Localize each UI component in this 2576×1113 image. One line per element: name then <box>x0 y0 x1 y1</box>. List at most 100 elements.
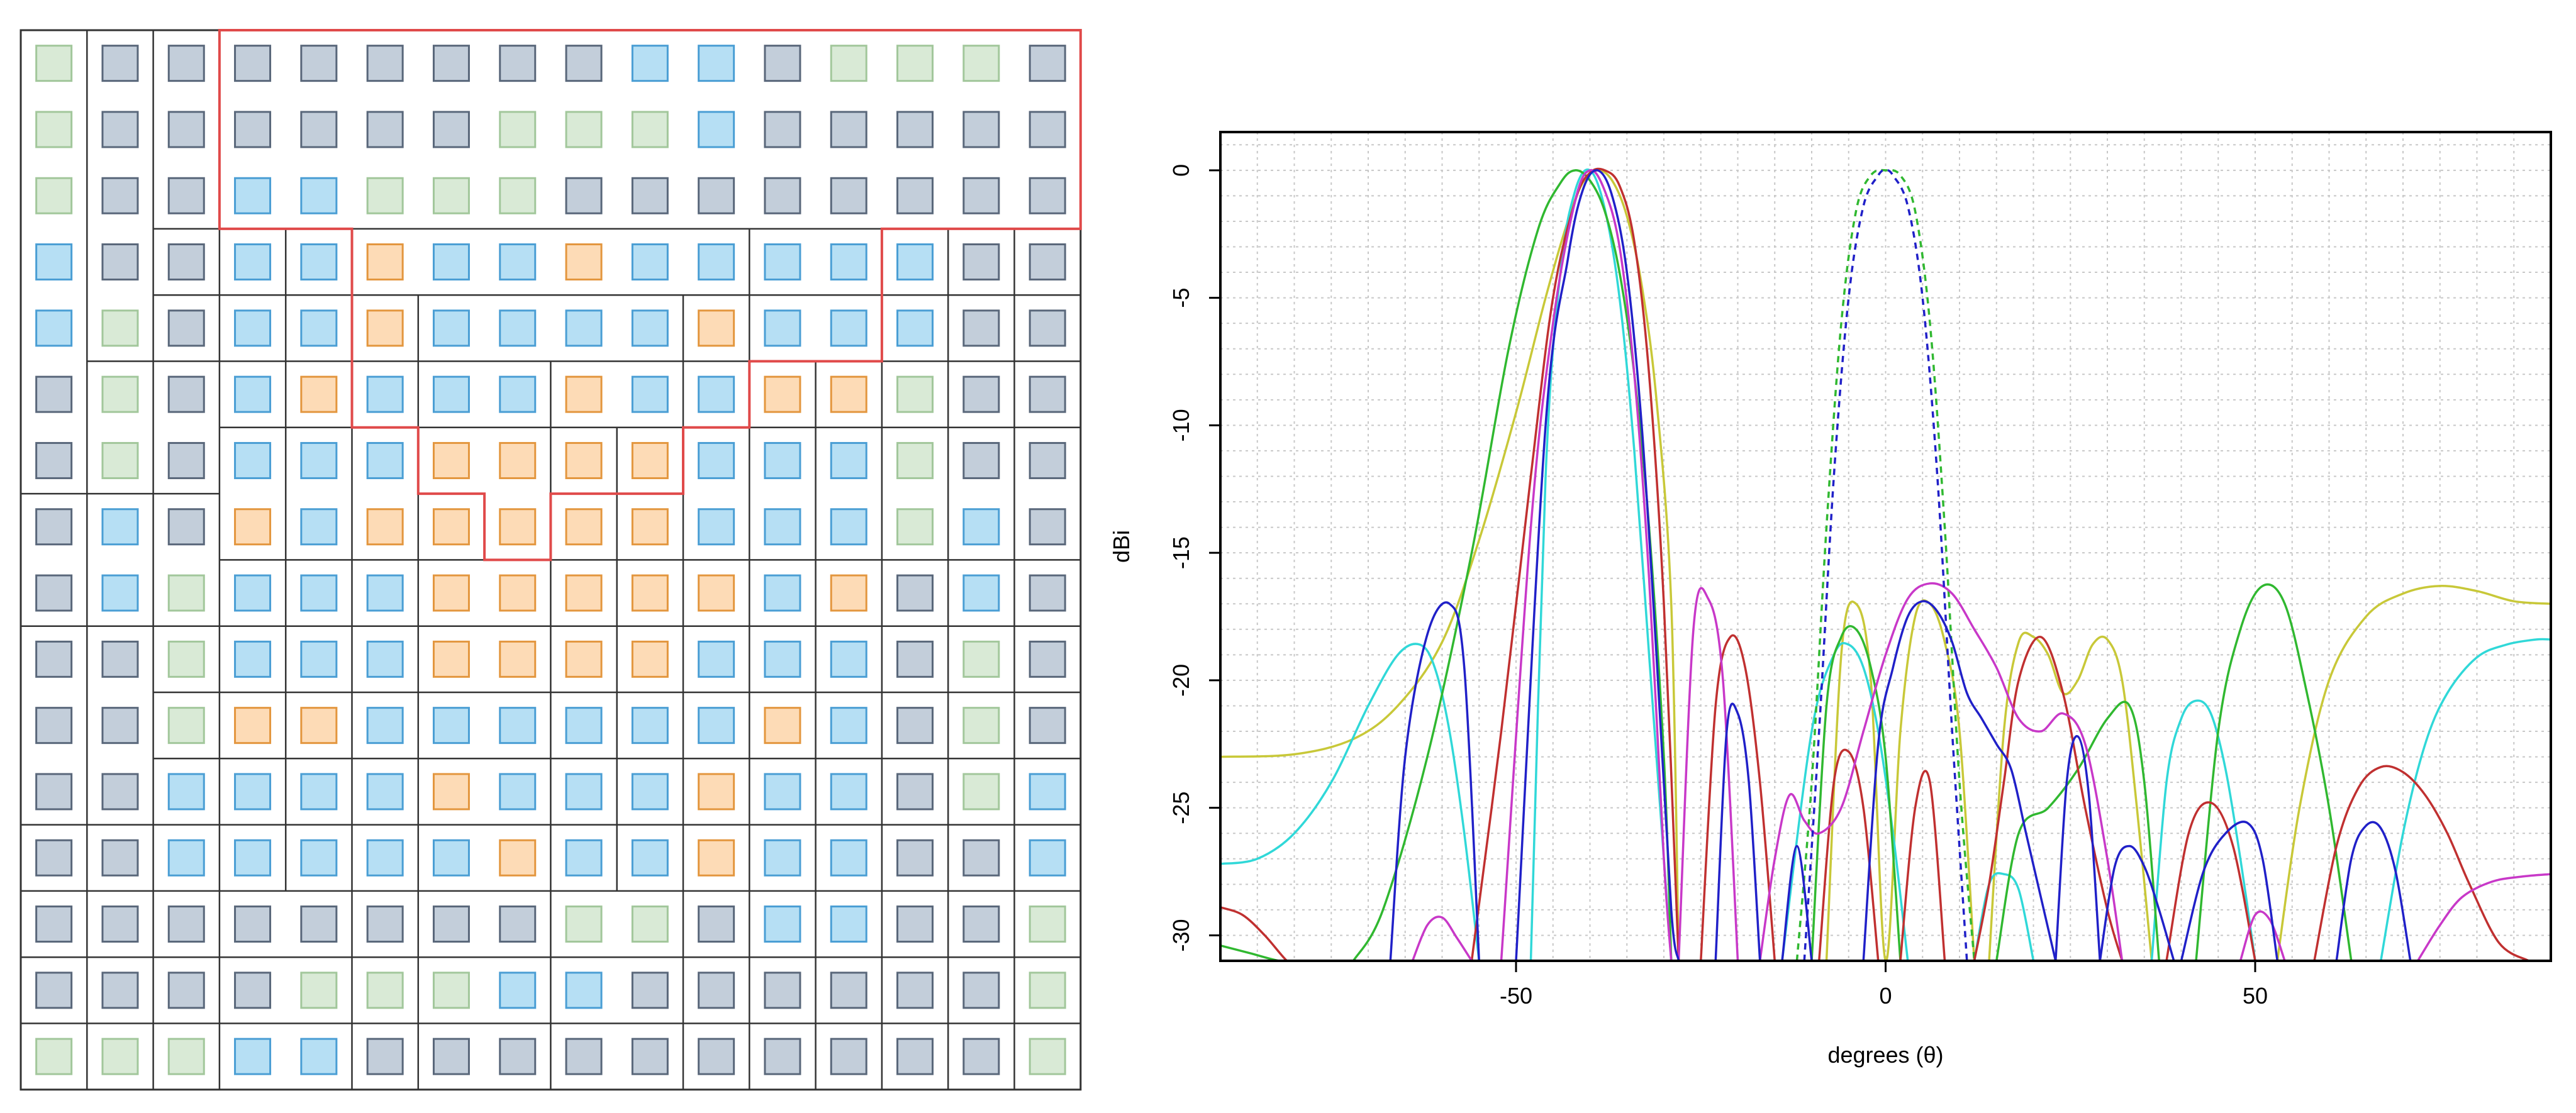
array-element-gray <box>962 972 1000 1009</box>
array-element-gray <box>962 375 1000 413</box>
array-element-gray <box>631 972 669 1009</box>
array-element-gray <box>962 1038 1000 1075</box>
array-element-orange <box>565 243 603 281</box>
y-tick-label: -25 <box>1168 792 1194 824</box>
array-element-green <box>101 1038 139 1075</box>
array-element-orange <box>764 707 801 745</box>
array-element-orange <box>565 441 603 479</box>
series-line-19 <box>1818 748 1880 961</box>
array-element-gray <box>35 707 73 745</box>
array-element-green <box>1029 1038 1066 1075</box>
array-element-orange <box>499 574 537 612</box>
series-line-12 <box>1810 625 1902 961</box>
array-element-blue <box>499 243 537 281</box>
array-element-blue <box>366 640 404 678</box>
array-element-orange <box>698 574 735 612</box>
series-line-36 <box>2099 844 2175 961</box>
array-element-gray <box>698 905 735 943</box>
highlight-outline <box>218 29 1082 562</box>
array-element-orange <box>830 574 867 612</box>
array-element-blue <box>830 309 867 347</box>
array-element-blue <box>631 839 669 877</box>
array-element-green <box>167 1038 205 1075</box>
array-element-blue <box>830 773 867 811</box>
array-element-blue <box>565 309 603 347</box>
array-element-gray <box>896 773 934 811</box>
array-element-blue <box>1029 839 1066 877</box>
series-line-1 <box>1825 599 1976 961</box>
series-line-37 <box>2180 821 2278 961</box>
array-element-green <box>499 177 537 214</box>
y-tick-label: 0 <box>1168 164 1194 177</box>
series-line-31 <box>1515 169 1680 961</box>
array-element-blue <box>698 45 735 82</box>
array-element-gray <box>101 177 139 214</box>
array-element-blue <box>300 309 338 347</box>
array-element-green <box>631 111 669 148</box>
array-element-orange <box>698 773 735 811</box>
array-element-gray <box>962 177 1000 214</box>
array-element-gray <box>698 1038 735 1075</box>
array-element-gray <box>1029 111 1066 148</box>
array-element-gray <box>764 1038 801 1075</box>
series-line-39 <box>1803 169 1968 961</box>
array-element-gray <box>300 45 338 82</box>
array-element-gray <box>896 640 934 678</box>
array-element-green <box>35 111 73 148</box>
array-element-green <box>35 177 73 214</box>
array-element-gray <box>565 45 603 82</box>
array-element-orange <box>499 839 537 877</box>
chart-series-group <box>1220 167 2551 961</box>
array-element-gray <box>565 1038 603 1075</box>
y-tick-label: -20 <box>1168 664 1194 697</box>
array-element-orange <box>432 508 470 546</box>
array-element-blue <box>300 508 338 546</box>
array-element-blue <box>300 441 338 479</box>
array-element-gray <box>35 839 73 877</box>
array-element-gray <box>896 839 934 877</box>
series-line-4 <box>1220 643 1480 961</box>
array-element-gray <box>101 707 139 745</box>
array-element-orange <box>432 640 470 678</box>
array-element-gray <box>35 574 73 612</box>
chart-grid <box>1220 132 2551 961</box>
series-line-38 <box>2335 821 2412 961</box>
array-element-blue <box>234 1038 272 1075</box>
array-element-blue <box>300 243 338 281</box>
series-line-10 <box>1220 944 1302 961</box>
array-element-gray <box>432 1038 470 1075</box>
array-element-blue <box>698 243 735 281</box>
array-element-blue <box>499 309 537 347</box>
array-element-green <box>962 45 1000 82</box>
array-element-blue <box>896 309 934 347</box>
array-element-blue <box>631 375 669 413</box>
series-line-26 <box>1677 587 1739 961</box>
array-element-gray <box>1029 375 1066 413</box>
array-element-gray <box>167 508 205 546</box>
array-element-gray <box>167 243 205 281</box>
array-element-gray <box>896 177 934 214</box>
array-element-blue <box>896 243 934 281</box>
array-element-blue <box>698 707 735 745</box>
array-element-gray <box>896 1038 934 1075</box>
array-element-orange <box>432 441 470 479</box>
array-element-blue <box>499 773 537 811</box>
array-element-gray <box>366 1038 404 1075</box>
array-element-green <box>167 707 205 745</box>
array-element-blue <box>830 441 867 479</box>
series-line-14 <box>2195 583 2353 961</box>
array-element-orange <box>565 508 603 546</box>
array-element-gray <box>35 972 73 1009</box>
array-element-orange <box>631 640 669 678</box>
array-element-gray <box>101 243 139 281</box>
array-element-gray <box>35 441 73 479</box>
array-element-blue <box>432 309 470 347</box>
series-line-29 <box>2417 873 2551 961</box>
array-element-gray <box>35 773 73 811</box>
array-element-blue <box>830 243 867 281</box>
array-element-blue <box>764 773 801 811</box>
array-element-gray <box>764 45 801 82</box>
y-tick-label: -15 <box>1168 536 1194 569</box>
array-element-gray <box>764 177 801 214</box>
